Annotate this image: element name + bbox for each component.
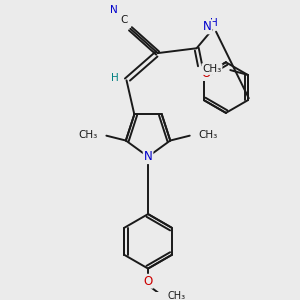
Text: O: O [202, 67, 211, 80]
Text: H: H [210, 18, 218, 28]
Text: H: H [111, 74, 119, 83]
Text: CH₃: CH₃ [199, 130, 218, 140]
Text: O: O [143, 275, 153, 288]
Text: CH₃: CH₃ [167, 291, 186, 300]
Text: CH₃: CH₃ [202, 64, 221, 74]
Text: CH₃: CH₃ [78, 130, 98, 140]
Text: C: C [120, 15, 127, 25]
Text: N: N [110, 5, 118, 15]
Text: N: N [144, 150, 152, 163]
Text: N: N [203, 20, 212, 33]
